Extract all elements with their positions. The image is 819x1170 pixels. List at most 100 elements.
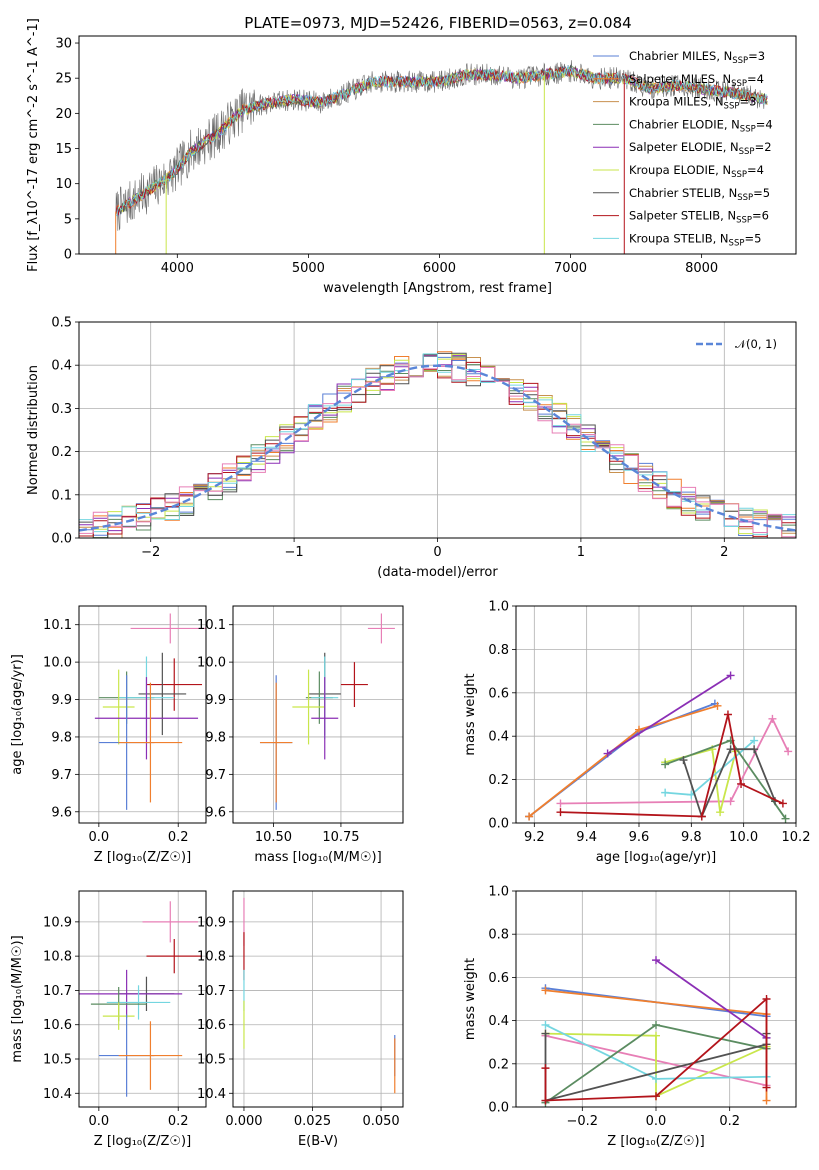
y-tick-label: 20 (55, 107, 72, 122)
x-tick-label: −1 (285, 545, 304, 560)
mass-weight-point-marker (726, 797, 735, 806)
x-tick-label: 0.2 (168, 1114, 189, 1129)
mass-weight-point-marker (778, 799, 787, 808)
x-tick-label: 5000 (292, 261, 325, 276)
y-tick-label: 9.9 (51, 693, 72, 708)
legend-entry-label: Kroupa STELIB, NSSP=5 (629, 231, 761, 248)
mass-weight-point-marker (541, 1096, 550, 1105)
x-tick-label: −2 (141, 545, 160, 560)
mass-weight-point-marker (556, 808, 565, 817)
mass-weight-point-marker (781, 814, 790, 823)
y-tick-label: 10.0 (43, 656, 72, 671)
mass-weight-point-marker (556, 799, 565, 808)
model-spectrum-line (115, 66, 768, 215)
mass-weight-series-line (528, 704, 718, 818)
mass-vs-extinction-panel: 0.000 0.025 0.050 10.4 10.5 10.6 10.7 10.8 10.9 E… (197, 890, 404, 1149)
x-tick-label: 0.0 (646, 1114, 667, 1129)
y-tick-label: 10.8 (197, 950, 226, 965)
y-tick-label: 0.6 (488, 971, 509, 986)
y-tick-label: 30 (55, 37, 72, 52)
mass-weight-point-marker (737, 779, 746, 788)
mass-weight-point-marker (661, 760, 670, 769)
mass-weight-point-marker (723, 710, 732, 719)
x-tick-label: 9.6 (629, 830, 650, 845)
mass-weight-series-line (607, 674, 732, 755)
mass-weight-point-marker (716, 808, 725, 817)
x-tick-label: 0 (433, 545, 441, 560)
x-tick-label: 10.2 (782, 830, 811, 845)
plot-frame (78, 321, 797, 539)
x-axis-label: Z [log₁₀(Z/Z☉)] (607, 1134, 704, 1149)
residual-histogram-panel: −2 −1 0 1 2 0.0 0.1 0.2 0.3 0.4 0.5 (data-model)/er… (26, 316, 797, 580)
mass-weight-point-marker (652, 1020, 660, 1029)
y-tick-label: 10.6 (43, 1018, 72, 1033)
y-tick-label: 1.0 (488, 600, 509, 615)
y-tick-label: 9.7 (51, 768, 72, 783)
x-tick-label: 9.2 (524, 830, 545, 845)
x-axis-label: E(B-V) (298, 1134, 338, 1149)
legend-entry-label: Chabrier STELIB, NSSP=5 (629, 186, 770, 203)
y-tick-label: 10.6 (197, 1018, 226, 1033)
y-tick-label: 9.7 (205, 768, 226, 783)
x-tick-label: 0.0 (89, 830, 110, 845)
x-tick-label: 6000 (423, 261, 456, 276)
x-axis-label: mass [log₁₀(M/M☉)] (254, 850, 381, 865)
mass-weight-series-line (560, 716, 789, 805)
mass-weight-point-marker (679, 756, 688, 765)
mass-weight-point-marker (652, 1092, 660, 1101)
y-tick-label: 5 (64, 212, 72, 227)
plot-frame (515, 890, 797, 1108)
mass-weight-point-marker (726, 745, 735, 754)
mass-weight-point-marker (541, 1020, 550, 1029)
x-tick-label: 0.0 (89, 1114, 110, 1129)
y-tick-label: 9.9 (205, 693, 226, 708)
y-tick-label: 9.6 (205, 805, 226, 820)
y-tick-label: 0.4 (488, 1014, 509, 1029)
plot-frame (232, 890, 404, 1108)
mass-weight-point-marker (750, 736, 759, 745)
y-tick-label: 0.5 (51, 316, 72, 331)
y-tick-label: 15 (55, 142, 72, 157)
legend-entry-label: Chabrier ELODIE, NSSP=4 (629, 117, 773, 134)
spectrum-panel: 4000 5000 6000 7000 8000 0 5 10 15 20 25 30 waveleng… (26, 18, 797, 296)
age-vs-mass-panel: 10.50 10.75 9.6 9.7 9.8 9.9 10.0 10.1 mass [log₁… (197, 605, 404, 865)
y-tick-label: 10 (55, 177, 72, 192)
x-tick-label: 10.0 (729, 830, 758, 845)
x-tick-label: 0.000 (225, 1114, 262, 1129)
x-tick-label: 2 (720, 545, 728, 560)
x-tick-label: 0.025 (294, 1114, 331, 1129)
mass-weight-point-marker (652, 1074, 660, 1083)
plot-frame (78, 605, 207, 824)
y-tick-label: 10.4 (43, 1087, 72, 1102)
x-axis-label: age [log₁₀(age/yr)] (596, 850, 717, 865)
normal-distribution-curve (79, 364, 796, 532)
mass-weight-point-marker (762, 1083, 771, 1092)
y-tick-label: 9.8 (205, 730, 226, 745)
x-axis-label: wavelength [Angstrom, rest frame] (323, 281, 552, 296)
y-tick-label: 0.1 (51, 488, 72, 503)
y-axis-label: mass [log₁₀(M/M☉)] (10, 935, 25, 1062)
plot-frame (515, 605, 797, 824)
y-tick-label: 0.6 (488, 686, 509, 701)
x-tick-label: 0.050 (362, 1114, 399, 1129)
model-spectrum-line (115, 64, 768, 217)
y-tick-label: 10.9 (197, 915, 226, 930)
mass-weight-point-marker (661, 788, 670, 797)
x-tick-label: −0.2 (567, 1114, 599, 1129)
mass-vs-metallicity-panel: 0.0 0.2 10.4 10.5 10.6 10.7 10.8 10.9 Z [log₁₀(Z… (10, 890, 207, 1149)
x-tick-label: 0.2 (168, 830, 189, 845)
y-tick-label: 10.5 (43, 1053, 72, 1068)
legend-entry-label: Salpeter MILES, NSSP=4 (629, 72, 764, 89)
y-tick-label: 10.7 (43, 984, 72, 999)
x-tick-label: 9.4 (576, 830, 597, 845)
mass-weight-point-marker (634, 725, 643, 734)
x-tick-label: 9.8 (681, 830, 702, 845)
weight-vs-age-panel: 9.2 9.4 9.6 9.8 10.0 10.2 0.0 0.2 0.4 0.6 0.8 1.0 ag… (463, 600, 810, 866)
mass-weight-point-marker (652, 1031, 660, 1040)
y-tick-label: 0.3 (51, 402, 72, 417)
mass-weight-series-line (545, 1032, 767, 1098)
x-tick-label: 10.50 (255, 830, 292, 845)
y-axis-label: Flux [f_λ10^-17 erg cm^-2 s^-1 A^-1] (26, 18, 41, 272)
legend-entry-label: Salpeter STELIB, NSSP=6 (629, 209, 769, 226)
